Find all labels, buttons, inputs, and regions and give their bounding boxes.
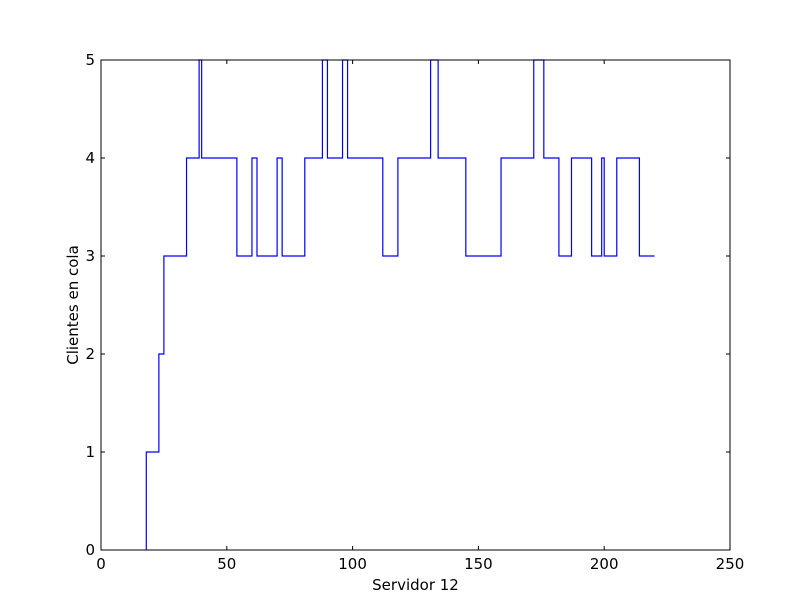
- x-tick-label-50: 50: [217, 555, 236, 573]
- x-axis-label: Servidor 12: [372, 576, 459, 594]
- series-line-0: [145, 59, 655, 550]
- y-tick-label-1: 1: [85, 443, 95, 461]
- x-tick-label-250: 250: [716, 555, 745, 573]
- x-tick-label-100: 100: [338, 555, 367, 573]
- y-tick-label-2: 2: [85, 345, 95, 363]
- tick-labels: 0 50 100 150 200 250 0 1 2 3 4 5: [85, 51, 744, 573]
- plot-background: [101, 60, 730, 550]
- y-tick-label-3: 3: [85, 247, 95, 265]
- y-tick-label-5: 5: [85, 51, 95, 69]
- x-tick-label-0: 0: [96, 555, 106, 573]
- x-tick-label-200: 200: [590, 555, 619, 573]
- series-layer: [145, 59, 655, 550]
- x-tick-label-150: 150: [464, 555, 493, 573]
- y-tick-label-4: 4: [85, 149, 95, 167]
- y-tick-label-0: 0: [85, 541, 95, 559]
- y-axis-label: Clientes en cola: [64, 245, 82, 365]
- plot-frame: [100, 59, 731, 551]
